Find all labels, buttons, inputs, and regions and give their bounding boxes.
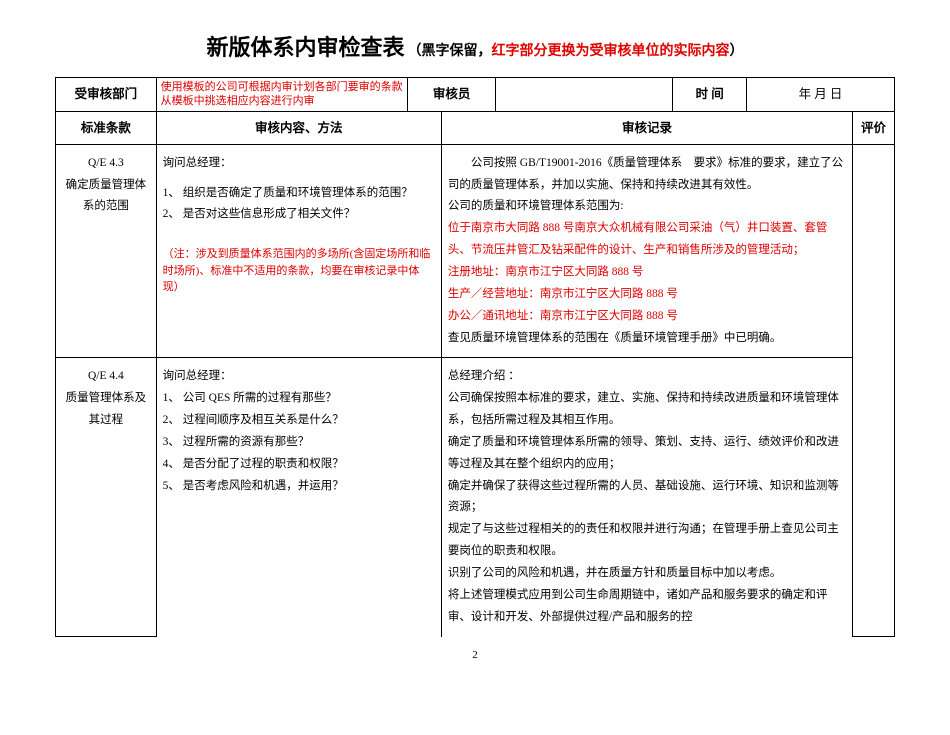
header-row-1: 受审核部门 使用模板的公司可根据内审计划各部门要审的条款从模板中挑选相应内容进行… [56,78,895,112]
method-cell: 询问总经理： 1、 组织是否确定了质量和环境管理体系的范围？ 2、 是否对这些信… [156,144,441,358]
auditor-label: 审核员 [407,78,495,111]
table-row: Q/E 4.3 确定质量管理体系的范围 询问总经理： 1、 组织是否确定了质量和… [56,144,895,358]
auditor-value [496,78,673,111]
clause-cell: Q/E 4.3 确定质量管理体系的范围 [56,144,157,358]
record-cell: 公司按照 GB/T19001-2016《质量管理体系 要求》标准的要求，建立了公… [441,144,852,358]
audit-table: 受审核部门 使用模板的公司可根据内审计划各部门要审的条款从模板中挑选相应内容进行… [55,77,895,637]
col-clause: 标准条款 [56,111,157,144]
eval-cell [853,144,895,636]
col-record: 审核记录 [441,111,852,144]
time-value: 年 月 日 [747,78,894,111]
col-eval: 评价 [853,111,895,144]
dept-label: 受审核部门 [56,78,157,112]
header-row-2: 标准条款 审核内容、方法 审核记录 评价 [56,111,895,144]
col-method: 审核内容、方法 [156,111,441,144]
time-label: 时 间 [673,78,747,111]
record-cell: 总经理介绍 ： 公司确保按照本标准的要求，建立、实施、保持和持续改进质量和环境管… [441,358,852,637]
title-note: （黑字保留，红字部分更换为受审核单位的实际内容） [408,44,744,59]
document-title: 新版体系内审检查表 （黑字保留，红字部分更换为受审核单位的实际内容） [55,30,895,65]
clause-cell: Q/E 4.4 质量管理体系及其过程 [56,358,157,637]
title-main: 新版体系内审检查表 [206,35,404,60]
dept-value: 使用模板的公司可根据内审计划各部门要审的条款从模板中挑选相应内容进行内审 [157,78,408,111]
table-row: Q/E 4.4 质量管理体系及其过程 询问总经理： 1、 公司 QES 所需的过… [56,358,895,637]
page-number: 2 [55,647,895,665]
method-cell: 询问总经理： 1、 公司 QES 所需的过程有那些？ 2、 过程间顺序及相互关系… [156,358,441,637]
